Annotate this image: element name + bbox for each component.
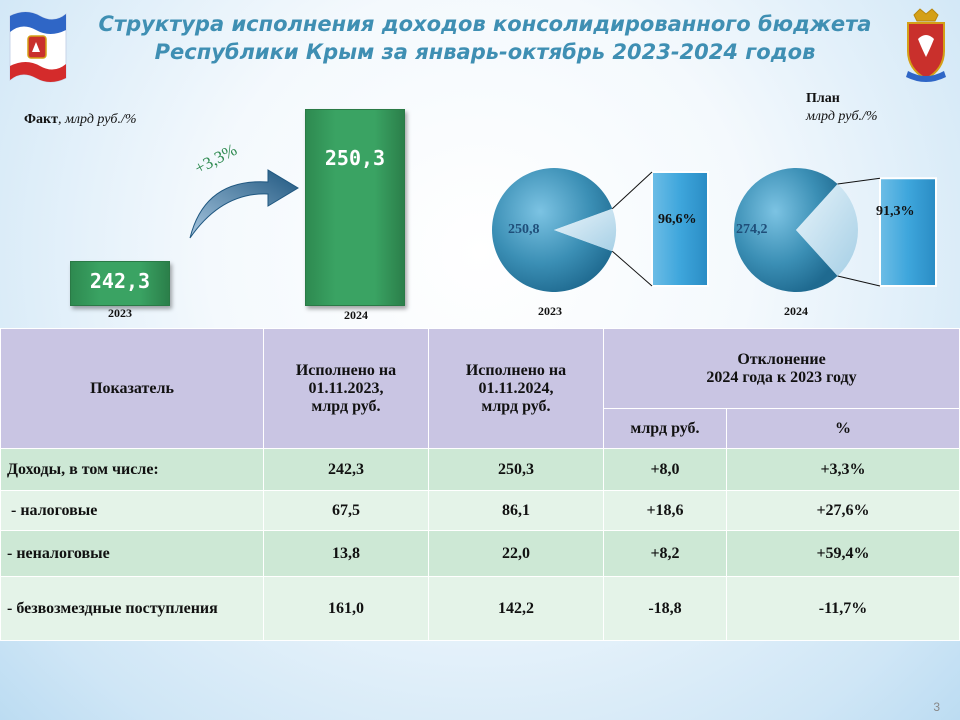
- table-header-deviation: Отклонение 2024 года к 2023 году: [603, 328, 960, 409]
- pie-center-label-2023: 250,8: [508, 222, 540, 237]
- page-title-line2: Республики Крым за январь-октябрь 2023-2…: [154, 40, 816, 64]
- row-deviation-abs: +8,2: [603, 530, 727, 577]
- fact-label-units: , млрд руб./%: [57, 112, 137, 127]
- table-row: - налоговые 67,5 86,1 +18,6 +27,6%: [0, 490, 960, 531]
- page-title-line1: Структура исполнения доходов консолидиро…: [98, 12, 872, 36]
- table-header-deviation-abs: млрд руб.: [603, 408, 727, 449]
- pie-connector-line-2023-1: [611, 250, 653, 287]
- pie-slice-label-2024: 91,3%: [876, 204, 915, 219]
- table-row: Доходы, в том числе: 242,3 250,3 +8,0 +3…: [0, 448, 960, 491]
- table-header-deviation-pct: %: [726, 408, 960, 449]
- row-deviation-pct: +59,4%: [726, 530, 960, 577]
- row-value-2024: 86,1: [428, 490, 604, 531]
- bar-year-2024: 2024: [344, 308, 368, 322]
- page-title: Структура исполнения доходов консолидиро…: [90, 10, 880, 66]
- fact-label: Факт, млрд руб./%: [24, 112, 137, 128]
- row-value-2024: 142,2: [428, 576, 604, 641]
- row-value-2023: 242,3: [263, 448, 429, 491]
- plan-label-title: План: [806, 91, 840, 106]
- plan-share-bar-2024: [879, 177, 937, 287]
- row-label: - безвозмездные поступления: [0, 576, 264, 641]
- row-value-2024: 22,0: [428, 530, 604, 577]
- pie-connector-line-2023-0: [611, 171, 653, 210]
- row-deviation-pct: +3,3%: [726, 448, 960, 491]
- table-header-deviation-line1: Отклонение: [737, 350, 826, 368]
- row-label: - налоговые: [0, 490, 264, 531]
- bar-year-2023: 2023: [108, 306, 132, 320]
- row-label: - неналоговые: [0, 530, 264, 577]
- table-header-2024-line3: млрд руб.: [481, 397, 551, 415]
- row-value-2024: 250,3: [428, 448, 604, 491]
- bar-2024: 250,3: [305, 109, 405, 306]
- bar-value-2024: 250,3: [324, 146, 386, 171]
- bar-value-2023: 242,3: [89, 268, 151, 293]
- table-row: - безвозмездные поступления 161,0 142,2 …: [0, 576, 960, 641]
- pie-remainder-slice-2024: [796, 184, 858, 276]
- pie-connector-line-2024-0: [837, 177, 881, 185]
- table-header-2023-line1: Исполнено на: [295, 361, 397, 379]
- pie-connector-line-2024-1: [837, 275, 881, 287]
- pie-remainder-slice-2023: [554, 208, 616, 252]
- row-value-2023: 67,5: [263, 490, 429, 531]
- table-header-2023-line3: млрд руб.: [311, 397, 381, 415]
- crimea-emblem-icon: [906, 8, 946, 82]
- pie-main-slice-2023: [491, 167, 613, 292]
- revenue-table: Показатель Исполнено на 01.11.2023, млрд…: [0, 328, 960, 641]
- row-deviation-abs: -18,8: [603, 576, 727, 641]
- table-header-2023: Исполнено на 01.11.2023, млрд руб.: [263, 328, 429, 449]
- table-header-2024: Исполнено на 01.11.2024, млрд руб.: [428, 328, 604, 449]
- crimea-flag-icon: [9, 11, 67, 83]
- page-number: 3: [933, 700, 940, 714]
- table-header-indicator: Показатель: [0, 328, 264, 449]
- table-row: - неналоговые 13,8 22,0 +8,2 +59,4%: [0, 530, 960, 577]
- table-header-deviation-line2: 2024 года к 2023 году: [706, 368, 857, 386]
- pie-year-2023: 2023: [538, 304, 562, 318]
- fact-label-bold: Факт: [24, 112, 58, 127]
- row-deviation-abs: +18,6: [603, 490, 727, 531]
- table-header-2023-line2: 01.11.2023,: [308, 379, 384, 397]
- row-value-2023: 13,8: [263, 530, 429, 577]
- plan-label-units: млрд руб./%: [806, 109, 878, 124]
- bar-2023: 242,3: [70, 260, 170, 306]
- row-deviation-pct: +27,6%: [726, 490, 960, 531]
- pie-slice-label-2023: 96,6%: [658, 212, 697, 227]
- pie-year-2024: 2024: [784, 304, 808, 318]
- table-header-2024-line2: 01.11.2024,: [478, 379, 554, 397]
- plan-label: План млрд руб./%: [806, 90, 878, 126]
- growth-arrow-icon: [189, 169, 299, 239]
- row-deviation-pct: -11,7%: [726, 576, 960, 641]
- pie-center-label-2024: 274,2: [736, 222, 768, 237]
- row-label: Доходы, в том числе:: [0, 448, 264, 491]
- table-header-2024-line1: Исполнено на: [465, 361, 567, 379]
- row-deviation-abs: +8,0: [603, 448, 727, 491]
- plan-share-bar-2023: [651, 171, 709, 287]
- pie-main-slice-2024: [733, 167, 838, 292]
- row-value-2023: 161,0: [263, 576, 429, 641]
- chart-graphics: [189, 167, 937, 292]
